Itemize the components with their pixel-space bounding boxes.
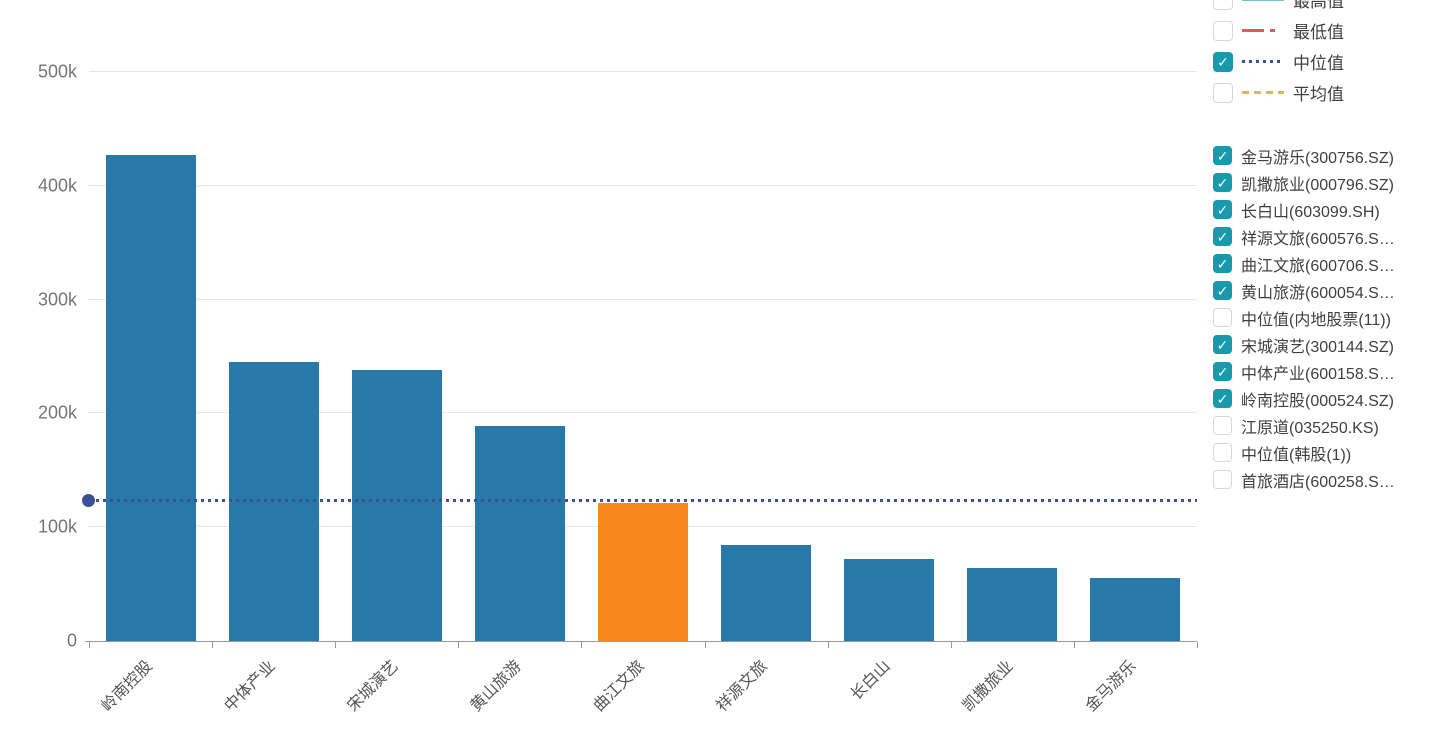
x-axis-tick — [827, 642, 829, 648]
legend-item-江原道(035250.KS)[interactable]: 江原道(035250.KS) — [1213, 412, 1453, 439]
checkbox-checked-中体产业(600158.S…[interactable]: ✓ — [1213, 362, 1232, 381]
bar-宋城演艺[interactable] — [351, 370, 442, 641]
legend-item-首旅酒店(600258.S…[interactable]: 首旅酒店(600258.S… — [1213, 466, 1453, 493]
legend-item-长白山(603099.SH)[interactable]: ✓ 长白山(603099.SH) — [1213, 196, 1453, 223]
x-axis-label: 曲江文旅 — [590, 657, 648, 716]
legend-item-中位值(韩股(1))[interactable]: 中位值(韩股(1)) — [1213, 439, 1453, 466]
x-axis-tick — [458, 642, 460, 648]
x-axis-label: 中体产业 — [221, 657, 279, 716]
x-axis-tick — [1073, 642, 1075, 648]
checkbox-unchecked-最高值[interactable] — [1213, 0, 1233, 10]
plot-area: 0 100k 200k 300k 400k 500k 岭南控股 中体产业 宋城演艺 黄山旅游 曲江文… — [38, 62, 1198, 715]
checkbox-checked-中位值[interactable]: ✓ — [1213, 51, 1233, 72]
legend-item-中位值[interactable]: ✓ 中位值 — [1213, 46, 1453, 77]
legend-label[interactable]: 黄山旅游(600054.S… — [1241, 284, 1395, 302]
line-sample-dashdot-icon — [1242, 29, 1284, 32]
gridline-200k — [89, 412, 1197, 414]
legend-label[interactable]: 金马游乐(300756.SZ) — [1241, 149, 1394, 167]
y-axis-tick-label: 400k — [37, 175, 77, 196]
gridline-400k — [89, 184, 1197, 186]
legend-item-最低值[interactable]: 最低值 — [1213, 15, 1453, 46]
legend-item-曲江文旅(600706.S…[interactable]: ✓ 曲江文旅(600706.S… — [1213, 250, 1453, 277]
checkbox-unchecked-首旅酒店(600258.S…[interactable] — [1213, 470, 1232, 489]
bar-祥源文旅[interactable] — [721, 545, 812, 641]
checkbox-checked-曲江文旅(600706.S…[interactable]: ✓ — [1213, 254, 1232, 273]
legend-item-黄山旅游(600054.S…[interactable]: ✓ 黄山旅游(600054.S… — [1213, 277, 1453, 304]
y-axis-tick-label: 500k — [37, 61, 77, 82]
y-axis-tick-label: 300k — [37, 289, 77, 310]
x-axis-tick — [89, 642, 90, 648]
x-axis-label: 岭南控股 — [98, 657, 156, 716]
bar-长白山[interactable] — [844, 559, 935, 641]
x-axis-tick — [335, 642, 337, 648]
legend-label[interactable]: 祥源文旅(600576.S… — [1241, 230, 1395, 248]
x-axis-tick — [581, 642, 583, 648]
legend-item-凯撒旅业(000796.SZ)[interactable]: ✓ 凯撒旅业(000796.SZ) — [1213, 169, 1453, 196]
bar-金马游乐[interactable] — [1090, 578, 1181, 641]
legend-label[interactable]: 最高值 — [1293, 0, 1344, 11]
gridline-500k — [89, 71, 1197, 72]
legend-item-中位值(内地股票(11))[interactable]: 中位值(内地股票(11)) — [1213, 304, 1453, 331]
checkbox-unchecked-中位值(韩股(1))[interactable] — [1213, 443, 1232, 462]
x-axis-tick — [1197, 642, 1198, 648]
gridline-300k — [89, 298, 1197, 300]
legend-label[interactable]: 曲江文旅(600706.S… — [1241, 257, 1395, 275]
checkbox-checked-岭南控股(000524.SZ)[interactable]: ✓ — [1213, 389, 1232, 408]
x-axis-label: 宋城演艺 — [344, 657, 402, 716]
legend-label[interactable]: 中位值 — [1293, 54, 1344, 73]
legend-item-宋城演艺(300144.SZ)[interactable]: ✓ 宋城演艺(300144.SZ) — [1213, 331, 1453, 358]
x-axis-label: 祥源文旅 — [713, 657, 771, 716]
legend-item-最高值[interactable]: 最高值 — [1213, 0, 1453, 15]
legend-item-金马游乐(300756.SZ)[interactable]: ✓ 金马游乐(300756.SZ) — [1213, 142, 1453, 169]
legend-item-中体产业(600158.S…[interactable]: ✓ 中体产业(600158.S… — [1213, 358, 1453, 385]
x-axis-tick — [704, 642, 706, 648]
legend-label[interactable]: 江原道(035250.KS) — [1241, 419, 1379, 437]
legend-label[interactable]: 首旅酒店(600258.S… — [1241, 473, 1395, 491]
x-axis-tick — [950, 642, 952, 648]
line-sample-dashed-icon — [1242, 91, 1284, 94]
bar-岭南控股[interactable] — [105, 155, 196, 641]
legend-item-平均值[interactable]: 平均值 — [1213, 77, 1453, 108]
checkbox-checked-长白山(603099.SH)[interactable]: ✓ — [1213, 200, 1232, 219]
legend-label[interactable]: 长白山(603099.SH) — [1241, 203, 1380, 221]
legend-series-list: ✓ 金马游乐(300756.SZ) ✓ 凯撒旅业(000796.SZ) ✓ 长白山(603… — [1213, 142, 1453, 493]
legend-label[interactable]: 最低值 — [1293, 23, 1344, 42]
checkbox-checked-祥源文旅(600576.S…[interactable]: ✓ — [1213, 227, 1232, 246]
line-sample-dotted-icon — [1242, 60, 1284, 63]
legend-label[interactable]: 中体产业(600158.S… — [1241, 365, 1395, 383]
checkbox-unchecked-最低值[interactable] — [1213, 20, 1233, 41]
median-reference-line — [82, 494, 1197, 508]
y-axis-tick-label: 200k — [37, 402, 77, 423]
legend-statistic-lines: 最高值最低值 ✓ 中位值平均值 — [1213, 0, 1453, 108]
checkbox-checked-金马游乐(300756.SZ)[interactable]: ✓ — [1213, 146, 1232, 165]
y-axis-tick-label: 100k — [37, 516, 77, 537]
x-axis-label: 黄山旅游 — [467, 657, 525, 716]
x-axis-tick — [212, 642, 214, 648]
checkbox-unchecked-江原道(035250.KS)[interactable] — [1213, 416, 1232, 435]
checkbox-checked-黄山旅游(600054.S…[interactable]: ✓ — [1213, 281, 1232, 300]
legend-label[interactable]: 中位值(韩股(1)) — [1241, 446, 1352, 464]
bar-曲江文旅[interactable] — [598, 503, 688, 641]
legend-label[interactable]: 岭南控股(000524.SZ) — [1241, 392, 1394, 410]
checkbox-checked-宋城演艺(300144.SZ)[interactable]: ✓ — [1213, 335, 1232, 354]
legend-item-祥源文旅(600576.S…[interactable]: ✓ 祥源文旅(600576.S… — [1213, 223, 1453, 250]
line-sample-solid-icon — [1242, 0, 1284, 1]
legend-label[interactable]: 中位值(内地股票(11)) — [1241, 311, 1391, 329]
x-axis-label: 长白山 — [848, 657, 894, 704]
median-line-start-dot — [82, 494, 95, 508]
x-axis-label: 金马游乐 — [1082, 657, 1141, 716]
y-axis-tick-label: 0 — [66, 630, 77, 651]
x-axis-line — [85, 641, 1197, 642]
x-axis-label: 凯撒旅业 — [959, 657, 1018, 716]
legend-label[interactable]: 宋城演艺(300144.SZ) — [1241, 338, 1394, 356]
checkbox-checked-凯撒旅业(000796.SZ)[interactable]: ✓ — [1213, 173, 1232, 192]
legend-item-岭南控股(000524.SZ)[interactable]: ✓ 岭南控股(000524.SZ) — [1213, 385, 1453, 412]
bar-凯撒旅业[interactable] — [967, 568, 1058, 641]
bar-黄山旅游[interactable] — [474, 425, 565, 641]
checkbox-unchecked-中位值(内地股票(11))[interactable] — [1213, 308, 1232, 327]
legend-label[interactable]: 平均值 — [1293, 85, 1344, 104]
checkbox-unchecked-平均值[interactable] — [1213, 82, 1233, 103]
legend-label[interactable]: 凯撒旅业(000796.SZ) — [1241, 176, 1394, 194]
